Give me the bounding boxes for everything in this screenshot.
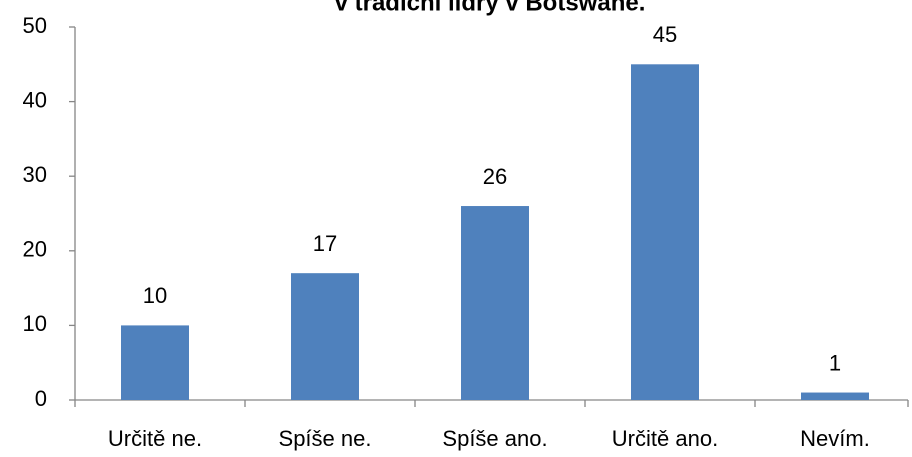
y-tick-label: 20 <box>23 237 47 262</box>
y-tick-label: 0 <box>35 386 47 411</box>
bar <box>461 206 529 400</box>
chart-title: v tradiční lídry v Botswaně. <box>335 0 646 16</box>
x-tick-label: Určitě ano. <box>612 426 718 451</box>
data-label: 17 <box>313 231 337 256</box>
bar <box>631 64 699 401</box>
x-tick-label: Nevím. <box>800 426 870 451</box>
data-label: 10 <box>143 283 167 308</box>
y-tick-label: 50 <box>23 13 47 38</box>
bar <box>291 273 359 400</box>
x-tick-label: Spíše ne. <box>279 426 372 451</box>
y-tick-label: 40 <box>23 87 47 112</box>
bar <box>801 392 869 400</box>
bar <box>121 325 189 400</box>
data-label: 1 <box>829 350 841 375</box>
x-tick-label: Určitě ne. <box>108 426 202 451</box>
data-label: 26 <box>483 164 507 189</box>
y-tick-label: 30 <box>23 162 47 187</box>
x-tick-label: Spíše ano. <box>442 426 547 451</box>
data-label: 45 <box>653 22 677 47</box>
y-tick-label: 10 <box>23 311 47 336</box>
